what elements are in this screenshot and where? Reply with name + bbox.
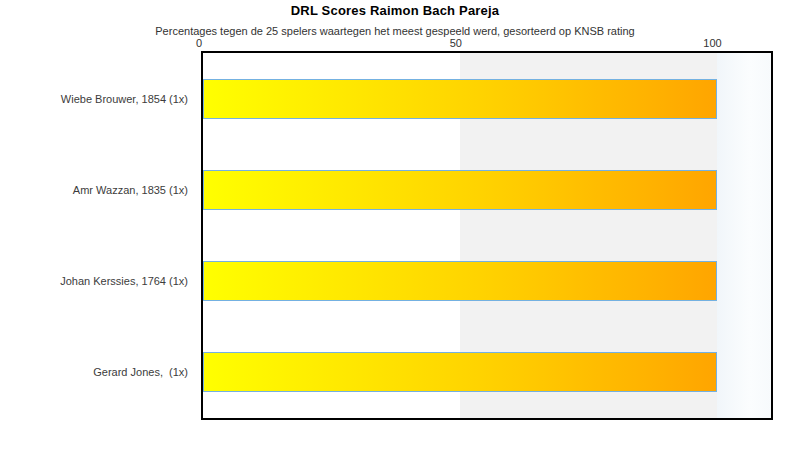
plot-band-fadeblue (717, 53, 771, 418)
chart-subtitle: Percentages tegen de 25 spelers waartege… (0, 25, 790, 37)
chart-title: DRL Scores Raimon Bach Pareja (0, 3, 790, 18)
x-tick-label-100: 100 (703, 37, 721, 49)
category-label-3: Gerard Jones, (1x) (0, 365, 188, 379)
bar-1 (203, 170, 717, 210)
bar-2 (203, 261, 717, 301)
bar-0 (203, 79, 717, 119)
category-label-1: Amr Wazzan, 1835 (1x) (0, 183, 188, 197)
category-label-2: Johan Kerssies, 1764 (1x) (0, 274, 188, 288)
bar-3 (203, 352, 717, 392)
plot-area (201, 51, 773, 420)
category-label-0: Wiebe Brouwer, 1854 (1x) (0, 92, 188, 106)
chart-figure: DRL Scores Raimon Bach Pareja Percentage… (0, 0, 790, 450)
x-tick-label-50: 50 (450, 37, 462, 49)
x-tick-label-0: 0 (196, 37, 202, 49)
